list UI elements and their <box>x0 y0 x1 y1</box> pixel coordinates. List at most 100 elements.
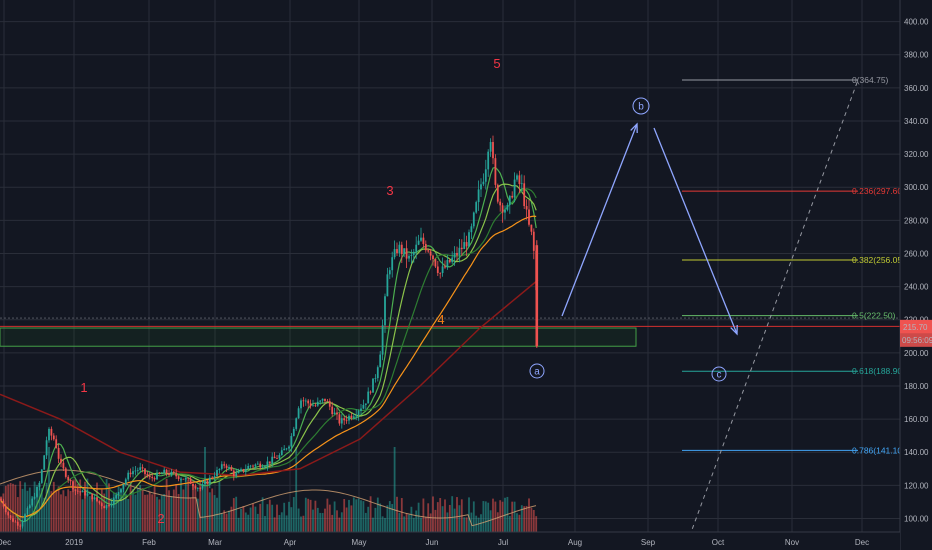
volume-bar <box>391 504 394 532</box>
candle-body <box>105 504 108 509</box>
candle-body <box>496 184 499 202</box>
volume-bar <box>316 507 319 532</box>
wave-circle-b[interactable] <box>632 97 650 115</box>
candle-body <box>43 455 46 470</box>
volume-bar <box>535 516 538 532</box>
volume-bar <box>477 517 480 532</box>
volume-bar <box>16 497 19 532</box>
fib-trend-line[interactable] <box>683 79 859 550</box>
candle-body <box>280 450 283 456</box>
projection-arrowhead <box>630 122 638 134</box>
projection-arrow[interactable] <box>561 123 638 317</box>
candle-body <box>468 232 470 247</box>
candle-body <box>331 406 334 415</box>
volume-bar <box>379 503 382 532</box>
volume-bar <box>494 501 497 532</box>
volume-bar <box>96 482 98 532</box>
candle-body <box>261 467 264 468</box>
volume-bar <box>43 497 46 532</box>
x-tick-label: Aug <box>568 538 582 547</box>
volume-bar <box>304 497 307 532</box>
volume-bar <box>220 513 223 532</box>
candle-body <box>520 183 523 185</box>
volume-bar <box>446 512 449 532</box>
volume-bar <box>501 501 504 532</box>
candle-body <box>343 418 346 421</box>
volume-bar <box>196 498 199 532</box>
volume-bar <box>9 483 12 532</box>
candle-body <box>384 296 386 326</box>
y-tick-label: 340.00 <box>904 117 929 126</box>
candle-body <box>528 209 530 225</box>
volume-bar <box>396 496 398 532</box>
y-tick-label: 100.00 <box>904 514 929 523</box>
candle-body <box>364 403 367 405</box>
volume-bar <box>410 506 413 532</box>
candle-body <box>292 428 295 437</box>
candle-body <box>31 498 34 506</box>
volume-bar <box>168 490 170 532</box>
volume-bar <box>177 493 180 532</box>
candle-body <box>432 255 434 260</box>
volume-bar <box>295 447 298 532</box>
volume-bar <box>172 489 175 532</box>
candle-body <box>40 469 43 483</box>
fibonacci-retracement[interactable]: 0(364.75) 0.236(297.60) 0.382(256.05) 0.5(2… <box>682 75 905 550</box>
y-tick-label: 200.00 <box>904 349 929 358</box>
candle-body <box>182 478 185 480</box>
candle-body <box>112 498 115 505</box>
y-tick-label: 360.00 <box>904 84 929 93</box>
candle-body <box>372 378 374 393</box>
projection-arrow[interactable] <box>653 127 738 335</box>
candle-body <box>76 490 79 492</box>
volume-bar <box>400 498 403 532</box>
volume-bar <box>420 517 422 532</box>
candle-body <box>319 400 322 402</box>
candle-body <box>266 461 269 467</box>
volume-bar <box>45 482 48 532</box>
candle-body <box>72 481 74 490</box>
candle-body <box>249 465 252 467</box>
volume-bar <box>110 497 113 532</box>
volume-bar <box>21 488 24 532</box>
support-zone[interactable] <box>0 327 637 347</box>
volume-bar <box>74 479 77 532</box>
candle-body <box>223 464 226 466</box>
candle-body <box>302 400 305 402</box>
candle-body <box>381 325 384 355</box>
candle-body <box>465 242 468 247</box>
candle-body <box>48 428 50 441</box>
volume-bar <box>117 486 120 532</box>
candle-body <box>451 257 454 263</box>
volume-bar <box>357 498 360 532</box>
volume-bar <box>340 512 343 532</box>
candle-body <box>427 250 430 252</box>
volume-bar <box>12 483 14 532</box>
candle-body <box>508 195 511 205</box>
candle-body <box>175 473 178 477</box>
wave-circle-a[interactable] <box>529 363 545 379</box>
elliott-wave-annotations[interactable]: 1 2 3 4 5 a b c <box>80 56 738 526</box>
wave-label-4: 4 <box>437 312 444 327</box>
wave-circle-c[interactable] <box>711 366 727 382</box>
volume-bar <box>225 513 228 532</box>
candle-body <box>237 470 240 474</box>
candle-body <box>304 400 307 402</box>
volume-bar <box>429 513 432 532</box>
candle-body <box>148 475 151 478</box>
candle-body <box>276 458 278 459</box>
volume-bar <box>285 515 288 532</box>
volume-bar <box>496 512 499 532</box>
volume-bar <box>328 504 331 532</box>
volume-bar <box>470 512 473 532</box>
volume-bar <box>136 488 139 532</box>
volume-bar <box>108 483 110 532</box>
candle-body <box>499 201 502 206</box>
candle-body <box>189 478 192 485</box>
volume-bar <box>312 509 314 532</box>
volume-bar <box>324 508 326 532</box>
x-tick-label: Dec <box>855 538 869 547</box>
volume-bar <box>115 493 118 532</box>
volume-bar <box>228 510 230 532</box>
